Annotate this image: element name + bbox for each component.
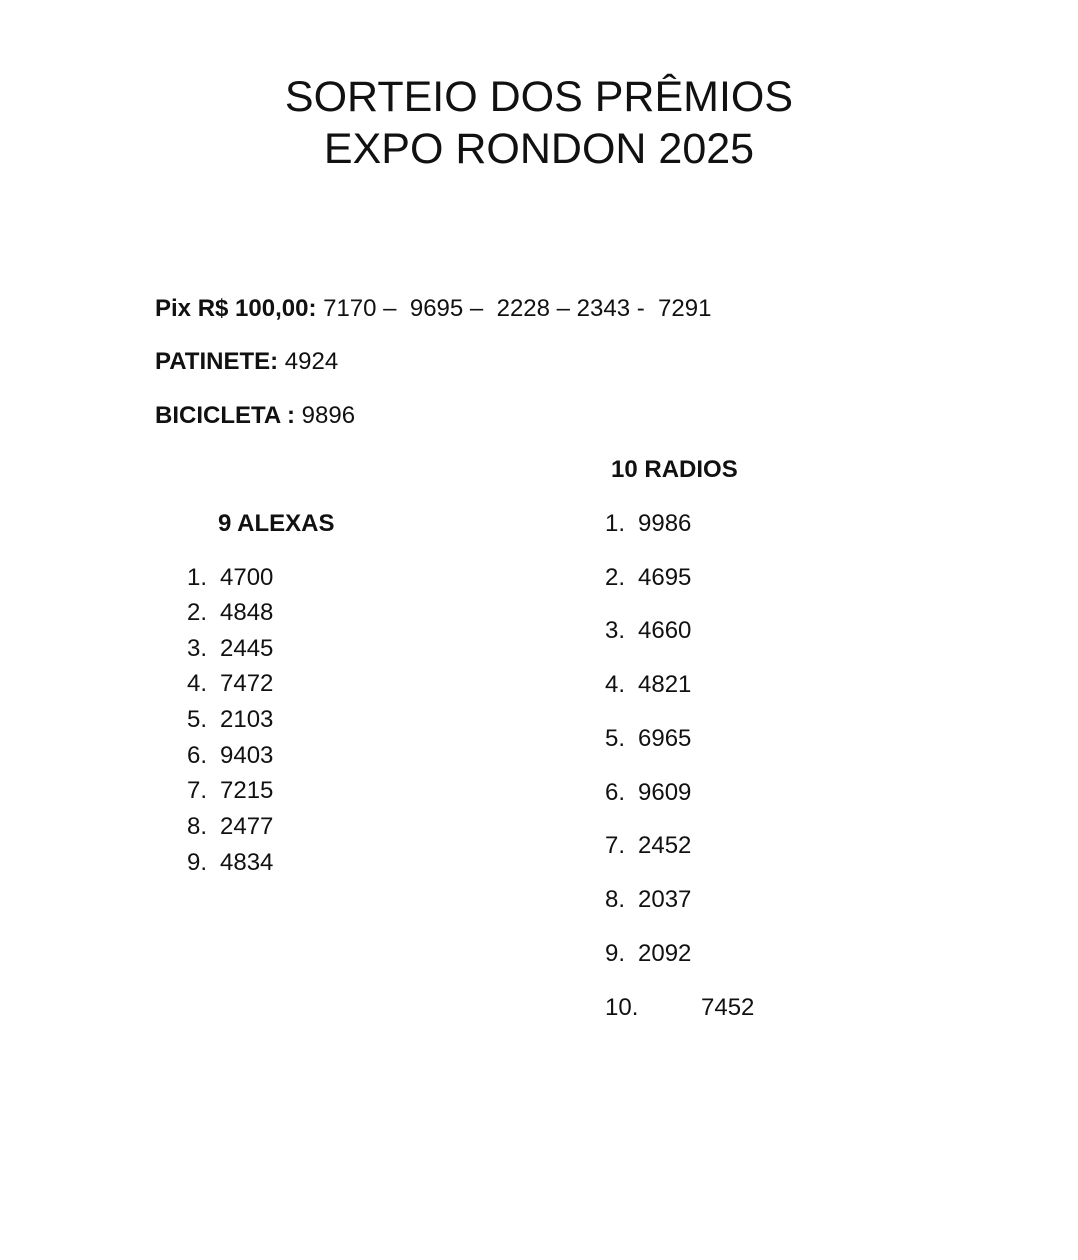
list-number: 9. [605, 940, 626, 967]
ticket-number: 9609 [638, 779, 692, 806]
list-number: 9. [187, 849, 208, 876]
list-number: 10. [605, 994, 639, 1021]
list-number: 4. [605, 671, 626, 698]
ticket-number: 9403 [220, 742, 274, 769]
ticket-number: 2037 [638, 886, 692, 913]
ticket-number: 2477 [220, 813, 274, 840]
ticket-number: 2103 [220, 706, 274, 733]
bicicleta-number: 9896 [294, 402, 356, 429]
alexas-heading: 9 ALEXAS [218, 510, 334, 538]
title-line-1: SORTEIO DOS PRÊMIOS [284, 73, 794, 121]
bicicleta-label: BICICLETA : [155, 402, 295, 429]
ticket-number: 2445 [220, 635, 274, 662]
list-number: 1. [605, 510, 626, 537]
list-number: 2. [605, 564, 626, 591]
ticket-number: 7452 [701, 994, 755, 1021]
radios-heading-text: 10 RADIOS [611, 456, 738, 483]
list-number: 7. [187, 777, 208, 804]
title-line-2: EXPO RONDON 2025 [323, 125, 755, 173]
ticket-number: 4695 [638, 564, 692, 591]
ticket-number: 7472 [220, 670, 274, 697]
pix-label: Pix R$ 100,00: [155, 295, 317, 322]
list-number: 2. [187, 599, 208, 626]
list-number: 4. [187, 670, 208, 697]
ticket-number: 9986 [638, 510, 692, 537]
list-number: 5. [605, 725, 626, 752]
ticket-number: 4660 [638, 617, 692, 644]
list-number: 1. [187, 564, 208, 591]
list-number: 3. [605, 617, 626, 644]
patinete-prize: PATINETE: 4924 [155, 348, 338, 376]
ticket-number: 6965 [638, 725, 692, 752]
ticket-number: 4700 [220, 564, 274, 591]
bicicleta-prize: BICICLETA : 9896 [155, 402, 355, 430]
pix-prize: Pix R$ 100,00: 7170 – 9695 – 2228 – 2343… [155, 295, 711, 323]
patinete-label: PATINETE: [155, 348, 279, 375]
list-number: 6. [187, 742, 208, 769]
list-number: 8. [605, 886, 626, 913]
ticket-number: 7215 [220, 777, 274, 804]
list-number: 7. [605, 832, 626, 859]
ticket-number: 2092 [638, 940, 692, 967]
radios-heading: 10 RADIOS [611, 456, 738, 484]
patinete-number: 4924 [278, 348, 339, 375]
ticket-number: 2452 [638, 832, 692, 859]
list-number: 6. [605, 779, 626, 806]
ticket-number: 4834 [220, 849, 274, 876]
ticket-number: 4821 [638, 671, 692, 698]
list-number: 8. [187, 813, 208, 840]
alexas-heading-text: 9 ALEXAS [218, 510, 335, 537]
list-number: 3. [187, 635, 208, 662]
ticket-number: 4848 [220, 599, 274, 626]
list-number: 5. [187, 706, 208, 733]
pix-numbers: 7170 – 9695 – 2228 – 2343 - 7291 [316, 295, 712, 322]
